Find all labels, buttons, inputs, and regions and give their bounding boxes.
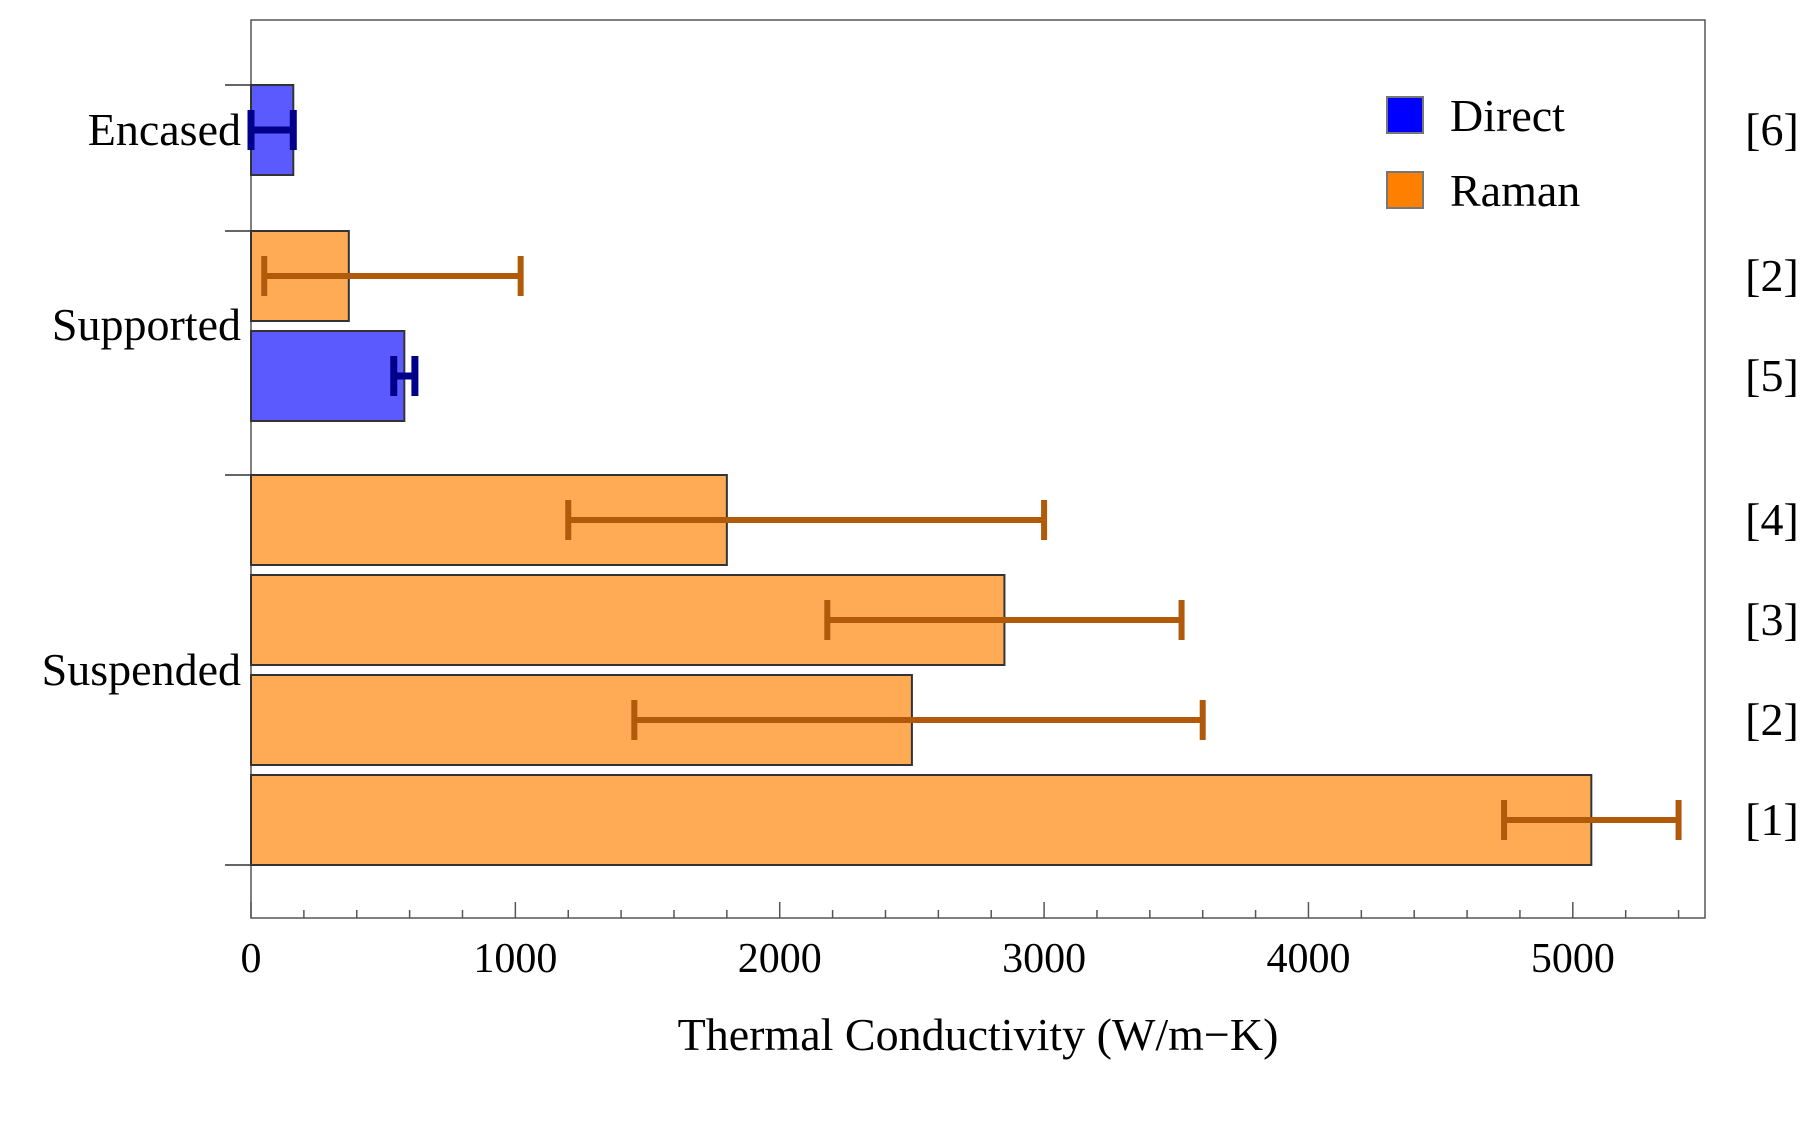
x-tick-label: 4000 [1266, 936, 1350, 982]
group-label: Suspended [42, 644, 241, 695]
legend-swatch-direct [1387, 97, 1423, 133]
group-label: Supported [52, 299, 241, 350]
reference-label: [2] [1745, 694, 1799, 745]
bar-direct [251, 331, 404, 421]
x-tick-label: 1000 [473, 936, 557, 982]
x-tick-label: 0 [241, 936, 262, 982]
x-tick-label: 3000 [1002, 936, 1086, 982]
legend-label-direct: Direct [1450, 90, 1565, 141]
reference-labels: [6] [2] [5] [4] [3] [2] [1] [1745, 104, 1799, 845]
legend-swatch-raman [1387, 172, 1423, 208]
group-label: Encased [88, 104, 241, 155]
reference-label: [3] [1745, 594, 1799, 645]
group-axis: Encased Supported Suspended [42, 85, 251, 865]
reference-label: [1] [1745, 794, 1799, 845]
x-axis: 0 1000 2000 3000 4000 5000 [241, 902, 1679, 982]
x-axis-title: Thermal Conductivity (W/m−K) [678, 1009, 1279, 1060]
reference-label: [5] [1745, 350, 1799, 401]
legend: Direct Raman [1387, 90, 1580, 216]
reference-label: [6] [1745, 104, 1799, 155]
legend-label-raman: Raman [1450, 165, 1580, 216]
reference-label: [4] [1745, 494, 1799, 545]
x-tick-label: 5000 [1531, 936, 1615, 982]
bar-raman [251, 775, 1591, 865]
x-tick-label: 2000 [738, 936, 822, 982]
reference-label: [2] [1745, 250, 1799, 301]
